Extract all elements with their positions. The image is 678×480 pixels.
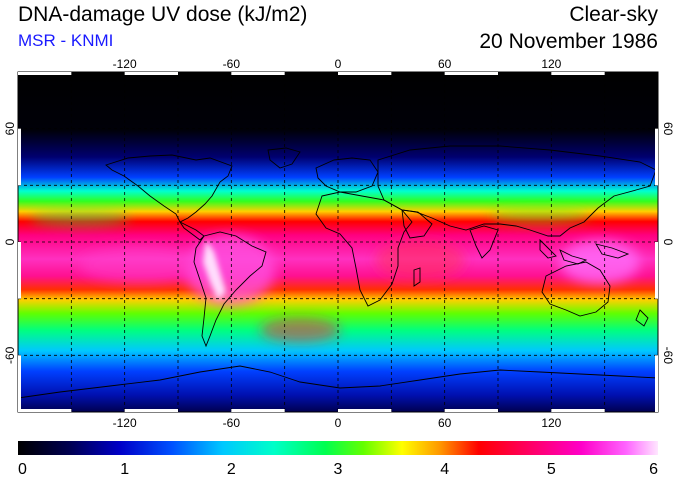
frame-segment — [124, 72, 178, 75]
frame-segment — [655, 242, 658, 299]
frame-segment — [551, 72, 605, 75]
india-coastline — [469, 225, 499, 259]
frame-segment — [655, 355, 658, 412]
frame-segment — [18, 128, 21, 186]
coastlines — [18, 145, 658, 399]
longitude-tick-label: -120 — [113, 57, 137, 71]
longitude-tick-label: -60 — [223, 416, 241, 430]
latitude-tick-label: -60 — [3, 346, 17, 364]
arabia-coastline — [401, 209, 433, 239]
latitude-tick-label: -60 — [661, 347, 675, 365]
southeast-asia-islands-coastline — [539, 238, 630, 265]
frame-segment — [655, 128, 658, 186]
map-frame — [17, 71, 659, 413]
frame-segment — [338, 409, 392, 412]
date-label: 20 November 1986 — [479, 30, 658, 53]
frame-segment — [18, 242, 21, 299]
colorbar-tick-label: 6 — [649, 461, 658, 478]
longitude-ticks-top: -120 -60 0 60 120 — [113, 57, 562, 71]
longitude-ticks-bottom: -120 -60 0 60 120 — [113, 416, 562, 430]
longitude-tick-label: 60 — [438, 416, 452, 430]
map-title: DNA-damage UV dose (kJ/m2) — [18, 3, 308, 26]
frame-segment — [444, 409, 498, 412]
longitude-tick-label: 0 — [335, 57, 342, 71]
north-america-coastline — [105, 154, 233, 223]
europe-coastline — [315, 157, 379, 193]
antarctica-coastline — [18, 365, 658, 399]
central-america-coastline — [178, 220, 205, 241]
colorbar-tick-label: 1 — [120, 461, 129, 478]
latitude-tick-label: 60 — [661, 122, 675, 136]
colorbar-tick-label: 0 — [18, 461, 27, 478]
asia-coastline — [377, 145, 657, 237]
longitude-tick-label: 120 — [541, 416, 561, 430]
colorbar-tick-label: 3 — [334, 461, 343, 478]
colorbar-tick-label: 4 — [440, 461, 449, 478]
map-gridlines — [18, 72, 658, 412]
colorbar-tick-label: 2 — [227, 461, 236, 478]
greenland-coastline — [267, 147, 301, 169]
colorbar-labels: 0 1 2 3 4 5 6 — [18, 461, 658, 478]
frame-segment — [231, 72, 285, 75]
south-america-coastline — [193, 231, 267, 348]
frame-segment — [444, 72, 498, 75]
frame-segment — [18, 409, 72, 412]
frame-segment — [124, 409, 178, 412]
latitude-tick-label: 60 — [3, 122, 17, 136]
frame-segment — [338, 72, 392, 75]
australia-coastline — [541, 261, 611, 317]
frame-segment — [18, 355, 21, 412]
longitude-tick-label: 0 — [335, 416, 342, 430]
latitude-tick-label: 0 — [3, 238, 17, 245]
madagascar-coastline — [413, 267, 421, 287]
source-label: MSR - KNMI — [18, 31, 114, 50]
colorbar-tick-label: 5 — [547, 461, 556, 478]
latitude-ticks-left: 60 0 -60 — [3, 122, 17, 364]
longitude-tick-label: -120 — [113, 416, 137, 430]
frame-segment — [231, 409, 285, 412]
latitude-tick-label: 0 — [661, 239, 675, 246]
longitude-tick-label: 120 — [541, 57, 561, 71]
frame-segment — [551, 409, 605, 412]
frame-segment — [18, 72, 72, 75]
latitude-ticks-right: 60 0 -60 — [661, 122, 675, 364]
condition-label: Clear-sky — [569, 3, 658, 26]
colorbar — [18, 441, 658, 455]
longitude-tick-label: -60 — [223, 57, 241, 71]
new-zealand-coastline — [635, 309, 649, 327]
longitude-tick-label: 60 — [438, 57, 452, 71]
